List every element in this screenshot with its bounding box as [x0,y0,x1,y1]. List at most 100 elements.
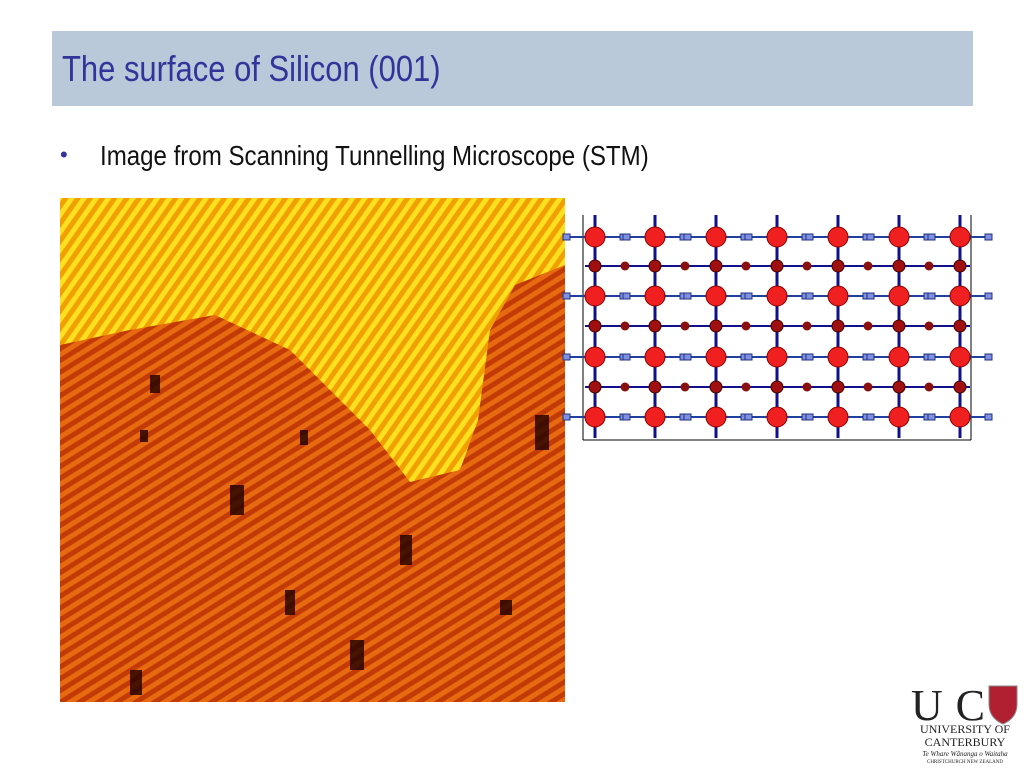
atom-small [709,380,723,394]
h-atom [805,413,814,421]
atom-large [705,346,727,368]
atom-large [827,346,849,368]
atom-large [644,285,666,307]
atom-large [888,406,910,428]
atom-small [892,319,906,333]
atom-small [953,380,967,394]
logo: UC UNIVERSITY OF CANTERBURY Te Whare Wān… [911,681,1018,765]
atom-small [620,261,630,271]
atom-small [709,319,723,333]
h-atom [562,233,571,241]
atom-large [888,285,910,307]
atom-small [863,261,873,271]
atom-large [644,406,666,428]
atom-small [709,259,723,273]
atom-large [888,346,910,368]
atom-small [831,319,845,333]
h-atom [866,413,875,421]
atom-small [831,259,845,273]
atom-large [644,346,666,368]
atom-small [892,259,906,273]
h-atom [927,413,936,421]
h-atom [744,353,753,361]
atom-small [924,321,934,331]
atom-small [648,380,662,394]
h-atom [622,292,631,300]
h-atom [562,292,571,300]
atom-large [888,226,910,248]
bullet-text: Image from Scanning Tunnelling Microscop… [100,140,649,171]
atom-large [766,226,788,248]
atom-large [705,226,727,248]
h-atom [927,292,936,300]
atom-small [741,261,751,271]
h-atom [683,292,692,300]
atom-small [588,319,602,333]
atom-large [705,285,727,307]
atom-small [892,380,906,394]
atom-small [680,382,690,392]
atom-small [620,382,630,392]
atom-large [766,346,788,368]
atom-small [741,321,751,331]
atom-large [949,406,971,428]
h-atom [805,292,814,300]
atom-small [953,319,967,333]
logo-shield [988,685,1018,725]
logo-line: UNIVERSITY OF [920,722,1010,736]
atom-small [953,259,967,273]
atom-small [770,259,784,273]
h-atom [683,353,692,361]
h-atom [805,233,814,241]
h-atom [683,413,692,421]
h-atom [744,233,753,241]
atom-small [588,380,602,394]
h-atom [683,233,692,241]
atom-small [588,259,602,273]
h-atom [984,292,993,300]
atom-large [949,226,971,248]
h-atom [744,292,753,300]
logo-line: CANTERBURY [925,735,1006,749]
atom-large [827,406,849,428]
atom-small [648,259,662,273]
logo-place: CHRISTCHURCH NEW ZEALAND [927,760,1003,765]
h-atom [984,353,993,361]
bullet-marker: • [60,142,68,167]
h-atom [866,353,875,361]
title-bar [52,31,973,106]
atom-small [802,261,812,271]
atom-large [949,346,971,368]
h-atom [805,353,814,361]
atom-small [770,319,784,333]
h-atom [562,413,571,421]
h-atom [744,413,753,421]
atom-large [827,226,849,248]
atom-small [802,382,812,392]
atom-large [584,406,606,428]
atom-small [924,261,934,271]
h-atom [927,353,936,361]
atom-large [584,346,606,368]
atom-small [863,382,873,392]
slide-title: The surface of Silicon (001) [62,48,441,89]
lattice-diagram [562,215,993,441]
h-atom [866,292,875,300]
h-atom [622,233,631,241]
atom-small [741,382,751,392]
stm-image [60,198,565,702]
atom-large [766,406,788,428]
h-atom [562,353,571,361]
atom-small [863,321,873,331]
atom-small [924,382,934,392]
atom-small [770,380,784,394]
atom-small [648,319,662,333]
logo-motto: Te Whare Wānanga o Waitaha [922,750,1008,758]
atom-large [766,285,788,307]
h-atom [866,233,875,241]
atom-large [584,226,606,248]
atom-large [584,285,606,307]
atom-small [802,321,812,331]
